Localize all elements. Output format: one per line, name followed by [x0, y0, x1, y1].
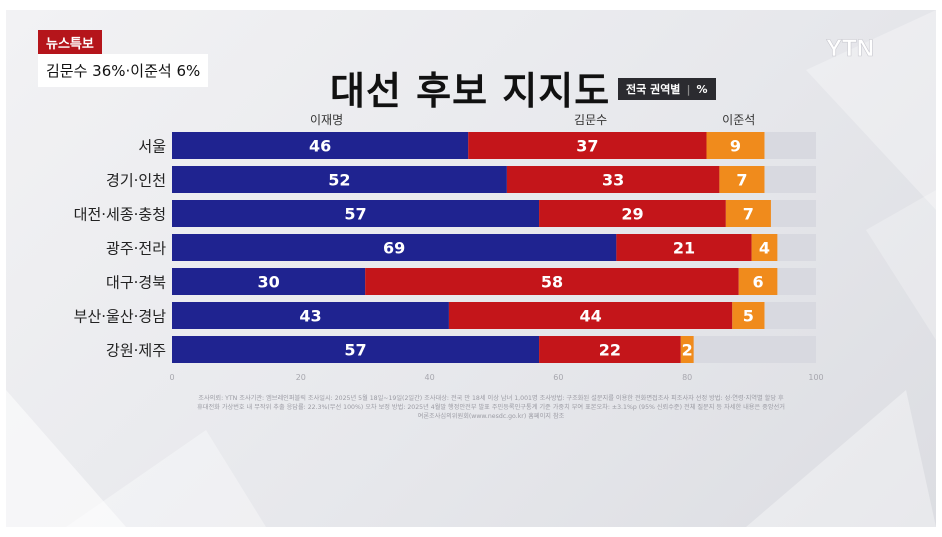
data-label: 22 — [599, 341, 621, 360]
data-label: 6 — [752, 273, 763, 292]
data-label: 30 — [257, 273, 279, 292]
subtitle-separator: | — [686, 83, 691, 96]
ytn-logo-text: YTN — [826, 35, 874, 62]
bar-segment — [719, 166, 765, 193]
category-label: 부산·울산·경남 — [74, 308, 167, 326]
chart-title: 대선 후보 지지도 — [330, 69, 611, 113]
data-label: 57 — [344, 205, 366, 224]
bar-segment — [680, 336, 694, 363]
bar-segment — [506, 166, 720, 193]
subtitle-unit: % — [696, 83, 708, 96]
category-label: 경기·인천 — [106, 172, 166, 190]
data-label: 29 — [621, 205, 643, 224]
category-label: 대구·경북 — [106, 274, 166, 292]
data-label: 33 — [602, 171, 624, 190]
bar-segment — [172, 200, 540, 227]
bar-segment — [738, 268, 778, 295]
data-label: 57 — [344, 341, 366, 360]
subtitle-box: 전국 권역별 |% — [618, 78, 716, 100]
category-label: 강원·제주 — [106, 342, 166, 360]
stacked-bar-chart: 서울 46 37 9경기·인천 52 33 7대전·세종·충청 57 29 7광주·전라 69 21 4… — [74, 113, 824, 382]
bar-segment — [732, 302, 765, 329]
x-tick-label: 40 — [425, 373, 435, 382]
data-label: 43 — [299, 307, 321, 326]
data-label: 37 — [576, 137, 598, 156]
data-label: 7 — [736, 171, 747, 190]
data-label: 44 — [579, 307, 601, 326]
data-label: 69 — [383, 239, 405, 258]
legend-label: 이준석 — [722, 113, 755, 127]
data-label: 4 — [759, 239, 770, 258]
data-label: 21 — [673, 239, 695, 258]
subtitle-scope: 전국 권역별 — [626, 83, 681, 96]
data-label: 58 — [541, 273, 563, 292]
bar-segment — [706, 132, 765, 159]
category-label: 대전·세종·충청 — [74, 206, 166, 224]
data-label: 9 — [730, 137, 741, 156]
bar-segment — [539, 200, 726, 227]
data-label: 5 — [743, 307, 754, 326]
ytn-logo: YTN — [826, 35, 874, 63]
bar-segment — [616, 234, 752, 261]
data-label: 46 — [309, 137, 331, 156]
x-tick-label: 20 — [296, 373, 306, 382]
survey-footnote: 조사의뢰: YTN 조사기관: 엠브레인퍼블릭 조사일시: 2025년 5월 1… — [197, 395, 785, 420]
bar-segment — [172, 132, 469, 159]
bar-segment — [448, 302, 733, 329]
bar-segment — [172, 166, 507, 193]
category-label: 서울 — [138, 138, 166, 156]
x-tick-label: 0 — [169, 373, 174, 382]
legend-label: 이재명 — [310, 113, 343, 127]
news-headline: 김문수 36%·이준석 6% — [38, 54, 209, 87]
background-decoration — [6, 10, 936, 527]
x-tick-label: 80 — [682, 373, 692, 382]
bar-segment — [539, 336, 681, 363]
bar-segment — [468, 132, 707, 159]
bar-segment — [172, 268, 366, 295]
x-tick-label: 100 — [808, 373, 823, 382]
bar-segment — [725, 200, 771, 227]
category-label: 광주·전라 — [106, 240, 166, 258]
news-tag: 뉴스특보 — [38, 30, 102, 55]
legend-label: 김문수 — [574, 113, 607, 127]
bar-segment — [172, 336, 540, 363]
data-label: 52 — [328, 171, 350, 190]
data-label: 7 — [743, 205, 754, 224]
bar-segment — [751, 234, 778, 261]
bar-segment — [172, 302, 449, 329]
bar-segment — [365, 268, 739, 295]
x-tick-label: 60 — [553, 373, 563, 382]
data-label: 2 — [682, 341, 693, 360]
bar-segment — [172, 234, 617, 261]
